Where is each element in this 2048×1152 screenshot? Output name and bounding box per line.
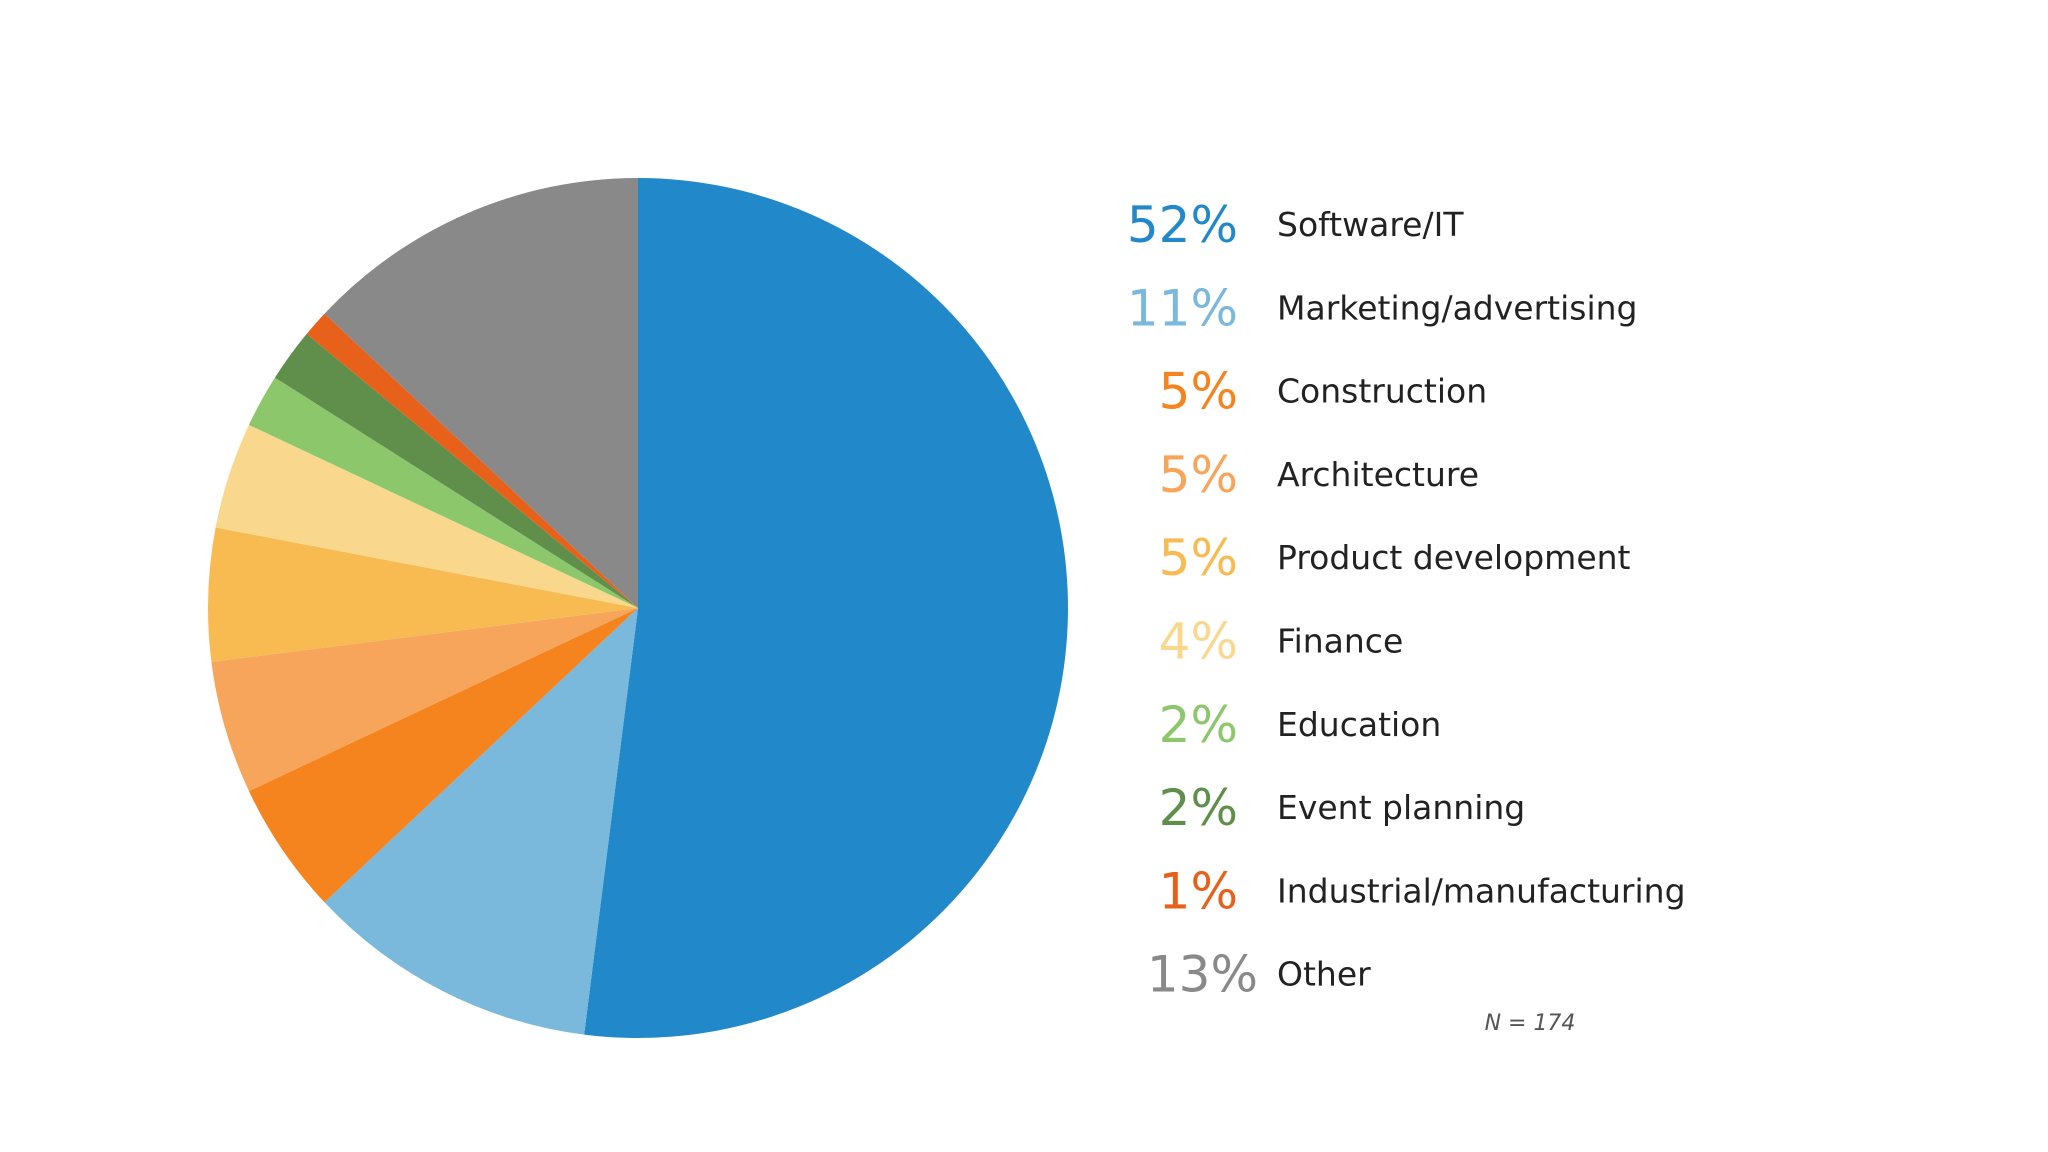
pie-slice-other xyxy=(324,178,638,608)
pie-slice-finance xyxy=(215,424,638,608)
pie-slice-product-development xyxy=(208,527,638,662)
legend-label: Construction xyxy=(1277,372,1487,411)
legend-item-construction: 5% Construction xyxy=(1159,363,1487,421)
legend-percent: 2% xyxy=(1159,779,1238,837)
legend-percent: 1% xyxy=(1159,862,1238,920)
legend-percent: 11% xyxy=(1127,279,1238,337)
legend-item-software-it: 52% Software/IT xyxy=(1127,196,1464,254)
legend-item-industrial-manufacturing: 1% Industrial/manufacturing xyxy=(1159,862,1686,920)
legend-percent: 5% xyxy=(1159,446,1238,504)
legend-item-marketing-advertising: 11% Marketing/advertising xyxy=(1127,279,1638,337)
legend-label: Education xyxy=(1277,705,1441,744)
legend-percent: 5% xyxy=(1159,529,1238,587)
legend-percent: 52% xyxy=(1127,196,1238,254)
legend-item-event-planning: 2% Event planning xyxy=(1159,779,1526,837)
legend-label: Software/IT xyxy=(1277,205,1464,244)
legend-percent: 5% xyxy=(1159,363,1238,421)
pie-slice-marketing-advertising xyxy=(324,608,638,1035)
pie-slice-software-it xyxy=(584,178,1068,1038)
sample-size-note: N = 174 xyxy=(1485,1011,1576,1036)
legend-label: Product development xyxy=(1277,538,1631,577)
legend-label: Industrial/manufacturing xyxy=(1277,871,1686,910)
pie-slices xyxy=(208,178,1068,1038)
legend-percent: 2% xyxy=(1159,696,1238,754)
pie-slice-architecture xyxy=(211,608,638,792)
legend-item-other: 13% Other xyxy=(1147,946,1371,1004)
pie-slice-education xyxy=(248,377,639,608)
legend-label: Marketing/advertising xyxy=(1277,288,1638,327)
legend-item-product-development: 5% Product development xyxy=(1159,529,1631,587)
pie-slice-construction xyxy=(248,608,639,903)
legend-percent: 4% xyxy=(1159,613,1238,671)
legend-item-architecture: 5% Architecture xyxy=(1159,446,1479,504)
legend-item-finance: 4% Finance xyxy=(1159,613,1404,671)
legend-label: Architecture xyxy=(1277,455,1479,494)
legend-percent: 13% xyxy=(1147,946,1258,1004)
legend-label: Event planning xyxy=(1277,788,1525,827)
legend-label: Finance xyxy=(1277,622,1403,661)
legend: 52% Software/IT 11% Marketing/advertising 5%… xyxy=(1127,196,1686,1004)
pie-slice-industrial-manufacturing xyxy=(306,313,638,608)
legend-item-education: 2% Education xyxy=(1159,696,1442,754)
legend-label: Other xyxy=(1277,955,1371,994)
pie-slice-event-planning xyxy=(274,333,638,608)
